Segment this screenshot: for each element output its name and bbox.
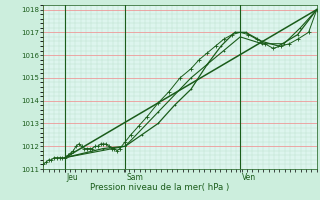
Text: Pression niveau de la mer( hPa ): Pression niveau de la mer( hPa ) — [90, 183, 230, 192]
Text: Sam: Sam — [127, 173, 143, 182]
Text: Ven: Ven — [242, 173, 256, 182]
Text: Jeu: Jeu — [66, 173, 78, 182]
